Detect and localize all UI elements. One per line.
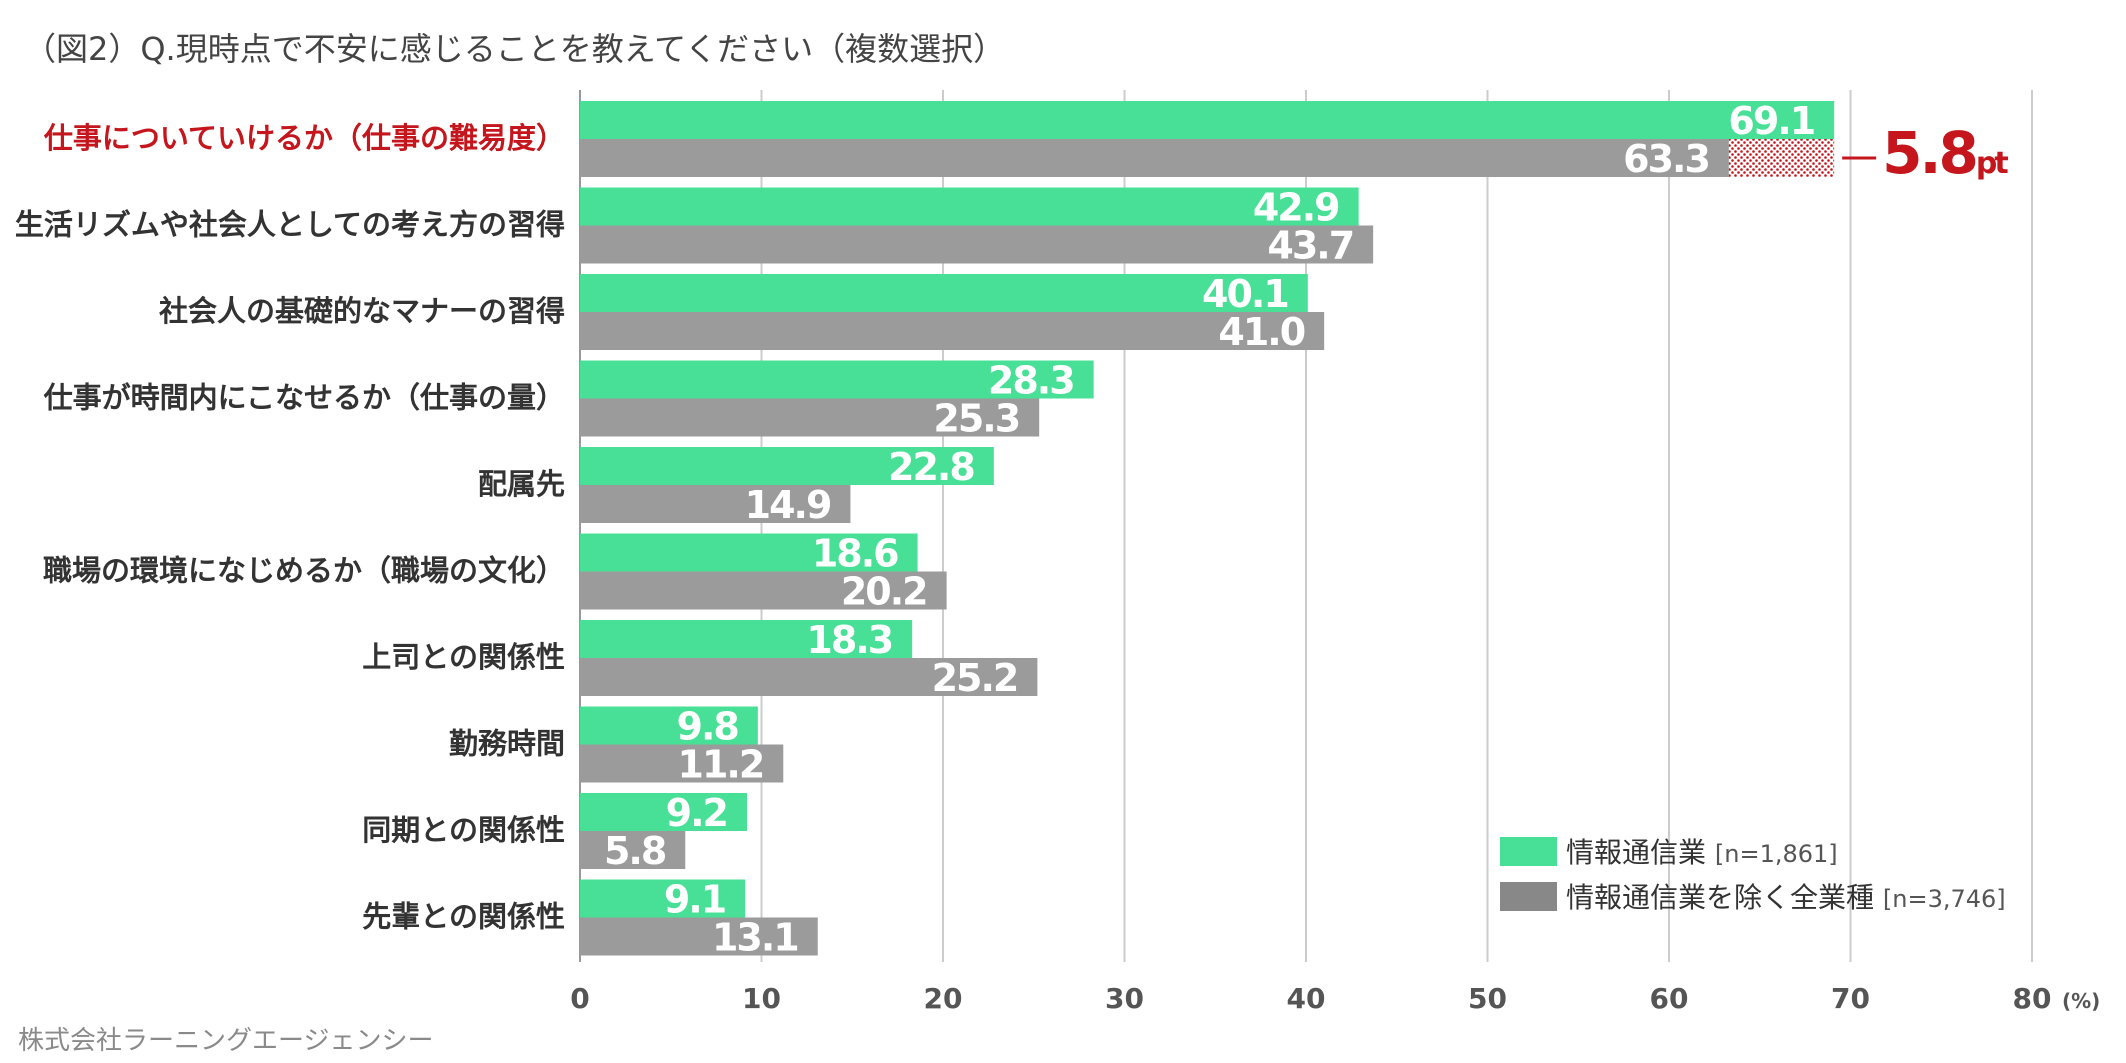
x-tick-label: 20 [924, 982, 963, 1015]
bar [580, 360, 1094, 399]
bar [580, 571, 947, 610]
legend-label: 情報通信業 [n=1,861] [1566, 836, 1838, 869]
bar [580, 187, 1359, 226]
value-label: 18.3 [806, 618, 892, 662]
bar [580, 533, 918, 572]
category-label: 仕事が時間内にこなせるか（仕事の量） [43, 381, 565, 415]
bars [580, 101, 1835, 956]
value-label: 40.1 [1202, 272, 1288, 316]
value-label: 43.7 [1267, 224, 1353, 268]
bar [580, 485, 851, 523]
x-tick-label: 60 [1650, 982, 1689, 1015]
value-label: 20.2 [841, 570, 927, 614]
legend-label: 情報通信業を除く全業種 [n=3,746] [1566, 881, 2006, 914]
category-label: 先輩との関係性 [362, 900, 565, 934]
x-tick-label: 70 [1831, 982, 1870, 1015]
bar [580, 793, 747, 831]
value-label: 22.8 [888, 445, 974, 489]
bar [580, 225, 1374, 264]
value-label: 25.2 [932, 656, 1018, 700]
legend-swatch [1500, 837, 1557, 866]
bar [580, 706, 758, 745]
bar [580, 139, 1729, 177]
value-label: 69.1 [1728, 99, 1814, 143]
difference-value: 5.8pt [1882, 119, 2008, 187]
value-label: 5.8 [604, 829, 666, 873]
category-label: 上司との関係性 [362, 640, 565, 674]
x-tick-label: 0 [570, 982, 589, 1015]
bar [580, 831, 686, 869]
labels: 0 10 20 30 40 50 60 70 80 (%) 仕事についていけるか（仕事の難易度） 69… [15, 99, 2100, 1015]
category-label: 仕事についていけるか（仕事の難易度） [43, 121, 565, 155]
value-label: 13.1 [712, 916, 798, 960]
credit-text: 株式会社ラーニングエージェンシー [18, 1026, 434, 1056]
value-label: 11.2 [678, 743, 764, 787]
legend-swatch [1500, 882, 1557, 911]
value-label: 9.1 [664, 878, 725, 922]
x-tick-label: 40 [1287, 982, 1326, 1015]
x-tick-label: 50 [1468, 982, 1507, 1015]
value-label: 18.6 [812, 532, 898, 576]
bar [580, 398, 1040, 437]
category-label: 職場の環境になじめるか（職場の文化） [43, 554, 565, 588]
bar [580, 101, 1835, 139]
bar [580, 744, 784, 783]
bar [580, 917, 818, 956]
x-axis-unit: (%) [2062, 989, 2100, 1013]
value-label: 42.9 [1253, 186, 1339, 230]
value-label: 25.3 [933, 397, 1019, 441]
category-label: 生活リズムや社会人としての考え方の習得 [15, 208, 565, 242]
legend: 情報通信業 [n=1,861] 情報通信業を除く全業種 [n=3,746] [1500, 836, 2006, 914]
category-label: 配属先 [478, 467, 565, 501]
x-tick-label: 80 [2013, 982, 2052, 1015]
x-tick-label: 10 [742, 982, 781, 1015]
chart-title: （図2）Q.現時点で不安に感じることを教えてください（複数選択） [24, 30, 1006, 68]
value-label: 63.3 [1623, 137, 1709, 181]
bar [580, 447, 994, 485]
value-label: 9.8 [677, 705, 739, 749]
bar [580, 620, 913, 658]
bar [580, 312, 1325, 350]
value-label: 41.0 [1218, 310, 1304, 354]
difference-hatch [1728, 139, 1835, 177]
category-label: 勤務時間 [449, 727, 565, 761]
category-label: 同期との関係性 [362, 813, 565, 847]
bar [580, 879, 746, 918]
x-tick-label: 30 [1105, 982, 1144, 1015]
value-label: 28.3 [988, 359, 1074, 403]
bar [580, 274, 1308, 312]
value-label: 14.9 [745, 483, 831, 527]
category-label: 社会人の基礎的なマナーの習得 [159, 294, 565, 328]
bar [580, 658, 1038, 696]
value-label: 9.2 [666, 791, 727, 835]
